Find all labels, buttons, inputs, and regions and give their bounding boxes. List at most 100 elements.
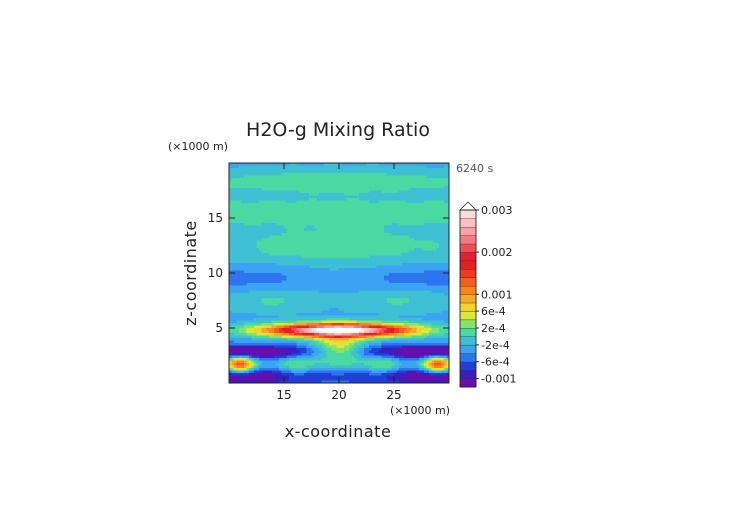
field-cell (351, 250, 355, 254)
field-cell (331, 225, 335, 229)
field-cell (351, 228, 355, 231)
field-cell (266, 280, 270, 284)
field-cell (231, 220, 235, 224)
field-cell (331, 273, 335, 276)
field-cell (371, 233, 375, 236)
field-cell (251, 290, 255, 294)
field-cell (426, 283, 430, 286)
field-cell (339, 275, 342, 279)
field-cell (349, 295, 352, 299)
field-cell (274, 165, 277, 169)
field-cell (331, 263, 335, 266)
field-cell (274, 235, 277, 239)
field-cell (321, 280, 325, 284)
field-cell (229, 230, 232, 234)
field-cell (296, 188, 300, 191)
field-cell (381, 280, 385, 284)
field-cell (394, 248, 397, 251)
field-cell (364, 288, 367, 291)
field-cell (234, 230, 237, 234)
field-cell (231, 175, 235, 179)
field-cell (346, 223, 350, 226)
field-cell (291, 273, 295, 276)
field-cell (379, 168, 382, 171)
field-cell (254, 263, 257, 266)
field-cell (321, 295, 325, 299)
field-cell (286, 263, 290, 266)
field-cell (416, 163, 420, 166)
field-cell (344, 230, 347, 234)
field-cell (331, 163, 335, 166)
field-cell (241, 280, 245, 284)
field-cell (261, 168, 265, 171)
field-cell (364, 240, 367, 244)
field-cell (444, 243, 447, 246)
field-cell (331, 165, 335, 169)
field-cell (286, 165, 290, 169)
field-cell (369, 278, 372, 281)
field-cell (379, 190, 382, 194)
field-cell (411, 230, 415, 234)
field-cell (414, 250, 417, 254)
field-cell (429, 230, 432, 234)
field-cell (291, 270, 295, 274)
field-cell (259, 250, 262, 254)
field-cell (346, 245, 350, 249)
field-cell (239, 228, 242, 231)
field-cell (304, 245, 307, 249)
field-cell (411, 165, 415, 169)
field-cell (279, 248, 282, 251)
field-cell (356, 238, 360, 241)
field-cell (311, 253, 315, 256)
field-cell (234, 218, 237, 221)
field-cell (276, 225, 280, 229)
field-cell (431, 220, 435, 224)
field-cell (386, 210, 390, 214)
field-cell (244, 233, 247, 236)
field-cell (399, 258, 402, 261)
field-cell (381, 223, 385, 226)
field-cell (311, 220, 315, 224)
field-cell (279, 268, 282, 271)
field-cell (251, 205, 255, 209)
field-cell (299, 180, 302, 184)
field-cell (259, 265, 262, 269)
field-cell (344, 280, 347, 284)
field-cell (384, 240, 387, 244)
field-cell (249, 273, 252, 276)
field-cell (446, 288, 450, 291)
field-cell (391, 178, 395, 181)
field-cell (279, 190, 282, 194)
field-cell (269, 218, 272, 221)
field-cell (431, 270, 435, 274)
field-cell (371, 225, 375, 229)
field-cell (381, 300, 385, 304)
field-cell (321, 288, 325, 291)
field-cell (379, 298, 382, 301)
field-cell (396, 220, 400, 224)
field-cell (396, 288, 400, 291)
field-cell (369, 230, 372, 234)
field-cell (249, 180, 252, 184)
field-cell (239, 283, 242, 286)
field-cell (359, 200, 362, 204)
field-cell (249, 245, 252, 249)
field-cell (429, 238, 432, 241)
field-cell (431, 173, 435, 176)
field-cell (244, 198, 247, 201)
field-cell (446, 175, 450, 179)
field-cell (434, 258, 437, 261)
field-cell (319, 260, 322, 264)
field-cell (444, 163, 447, 166)
field-cell (421, 190, 425, 194)
field-cell (444, 190, 447, 194)
field-cell (344, 208, 347, 211)
field-cell (281, 278, 285, 281)
field-cell (329, 300, 332, 304)
field-cell (281, 275, 285, 279)
field-cell (421, 260, 425, 264)
field-cell (306, 238, 310, 241)
field-cell (366, 170, 370, 174)
field-cell (274, 268, 277, 271)
field-cell (311, 290, 315, 294)
